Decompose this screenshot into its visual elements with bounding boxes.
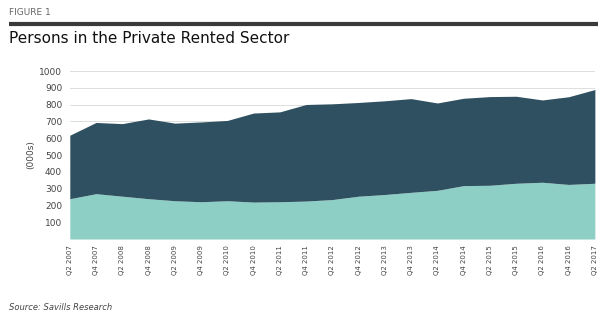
Y-axis label: (000s): (000s)	[26, 141, 35, 170]
Text: FIGURE 1: FIGURE 1	[9, 8, 51, 17]
Text: Source: Savills Research: Source: Savills Research	[9, 303, 112, 312]
Text: Persons in the Private Rented Sector: Persons in the Private Rented Sector	[9, 31, 290, 46]
